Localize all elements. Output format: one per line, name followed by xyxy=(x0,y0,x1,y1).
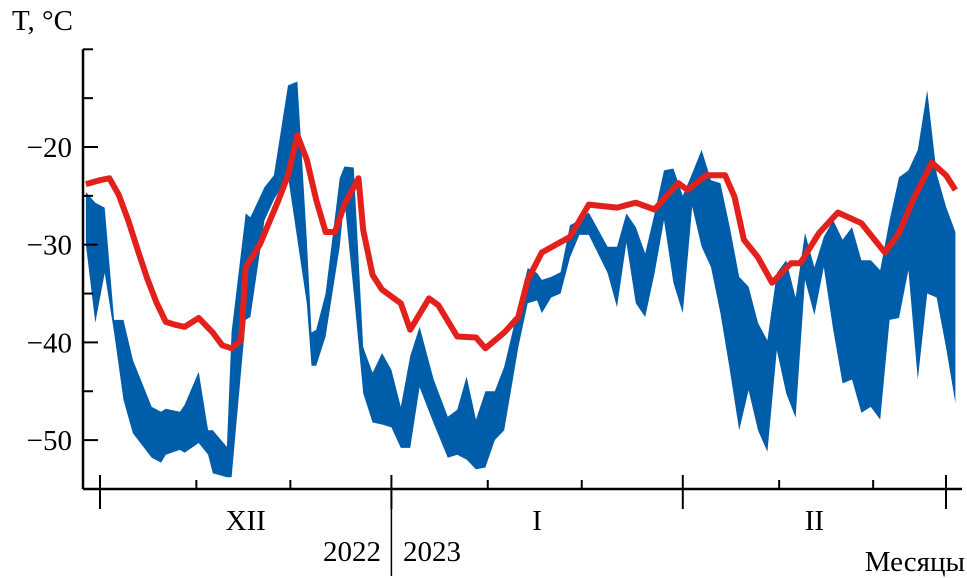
month-label: XII xyxy=(226,505,266,537)
month-label: I xyxy=(532,505,542,537)
temperature-line xyxy=(85,132,958,352)
x-month-labels: XII I II xyxy=(226,505,824,537)
x-axis-label: Месяцы xyxy=(865,546,965,578)
y-tick-label: −50 xyxy=(27,425,72,457)
y-tick-label: −40 xyxy=(27,327,72,359)
year-label-2023: 2023 xyxy=(403,536,461,568)
y-tick-labels: −50 −40 −30 −20 xyxy=(27,132,72,457)
temperature-range-band xyxy=(85,81,956,478)
month-label: II xyxy=(805,505,824,537)
axes xyxy=(81,48,962,576)
y-tick-label: −20 xyxy=(27,132,72,164)
y-axis-label: T, °C xyxy=(12,5,73,37)
year-label-2022: 2022 xyxy=(323,536,381,568)
y-tick-label: −30 xyxy=(27,230,72,262)
plot-area xyxy=(85,81,958,478)
